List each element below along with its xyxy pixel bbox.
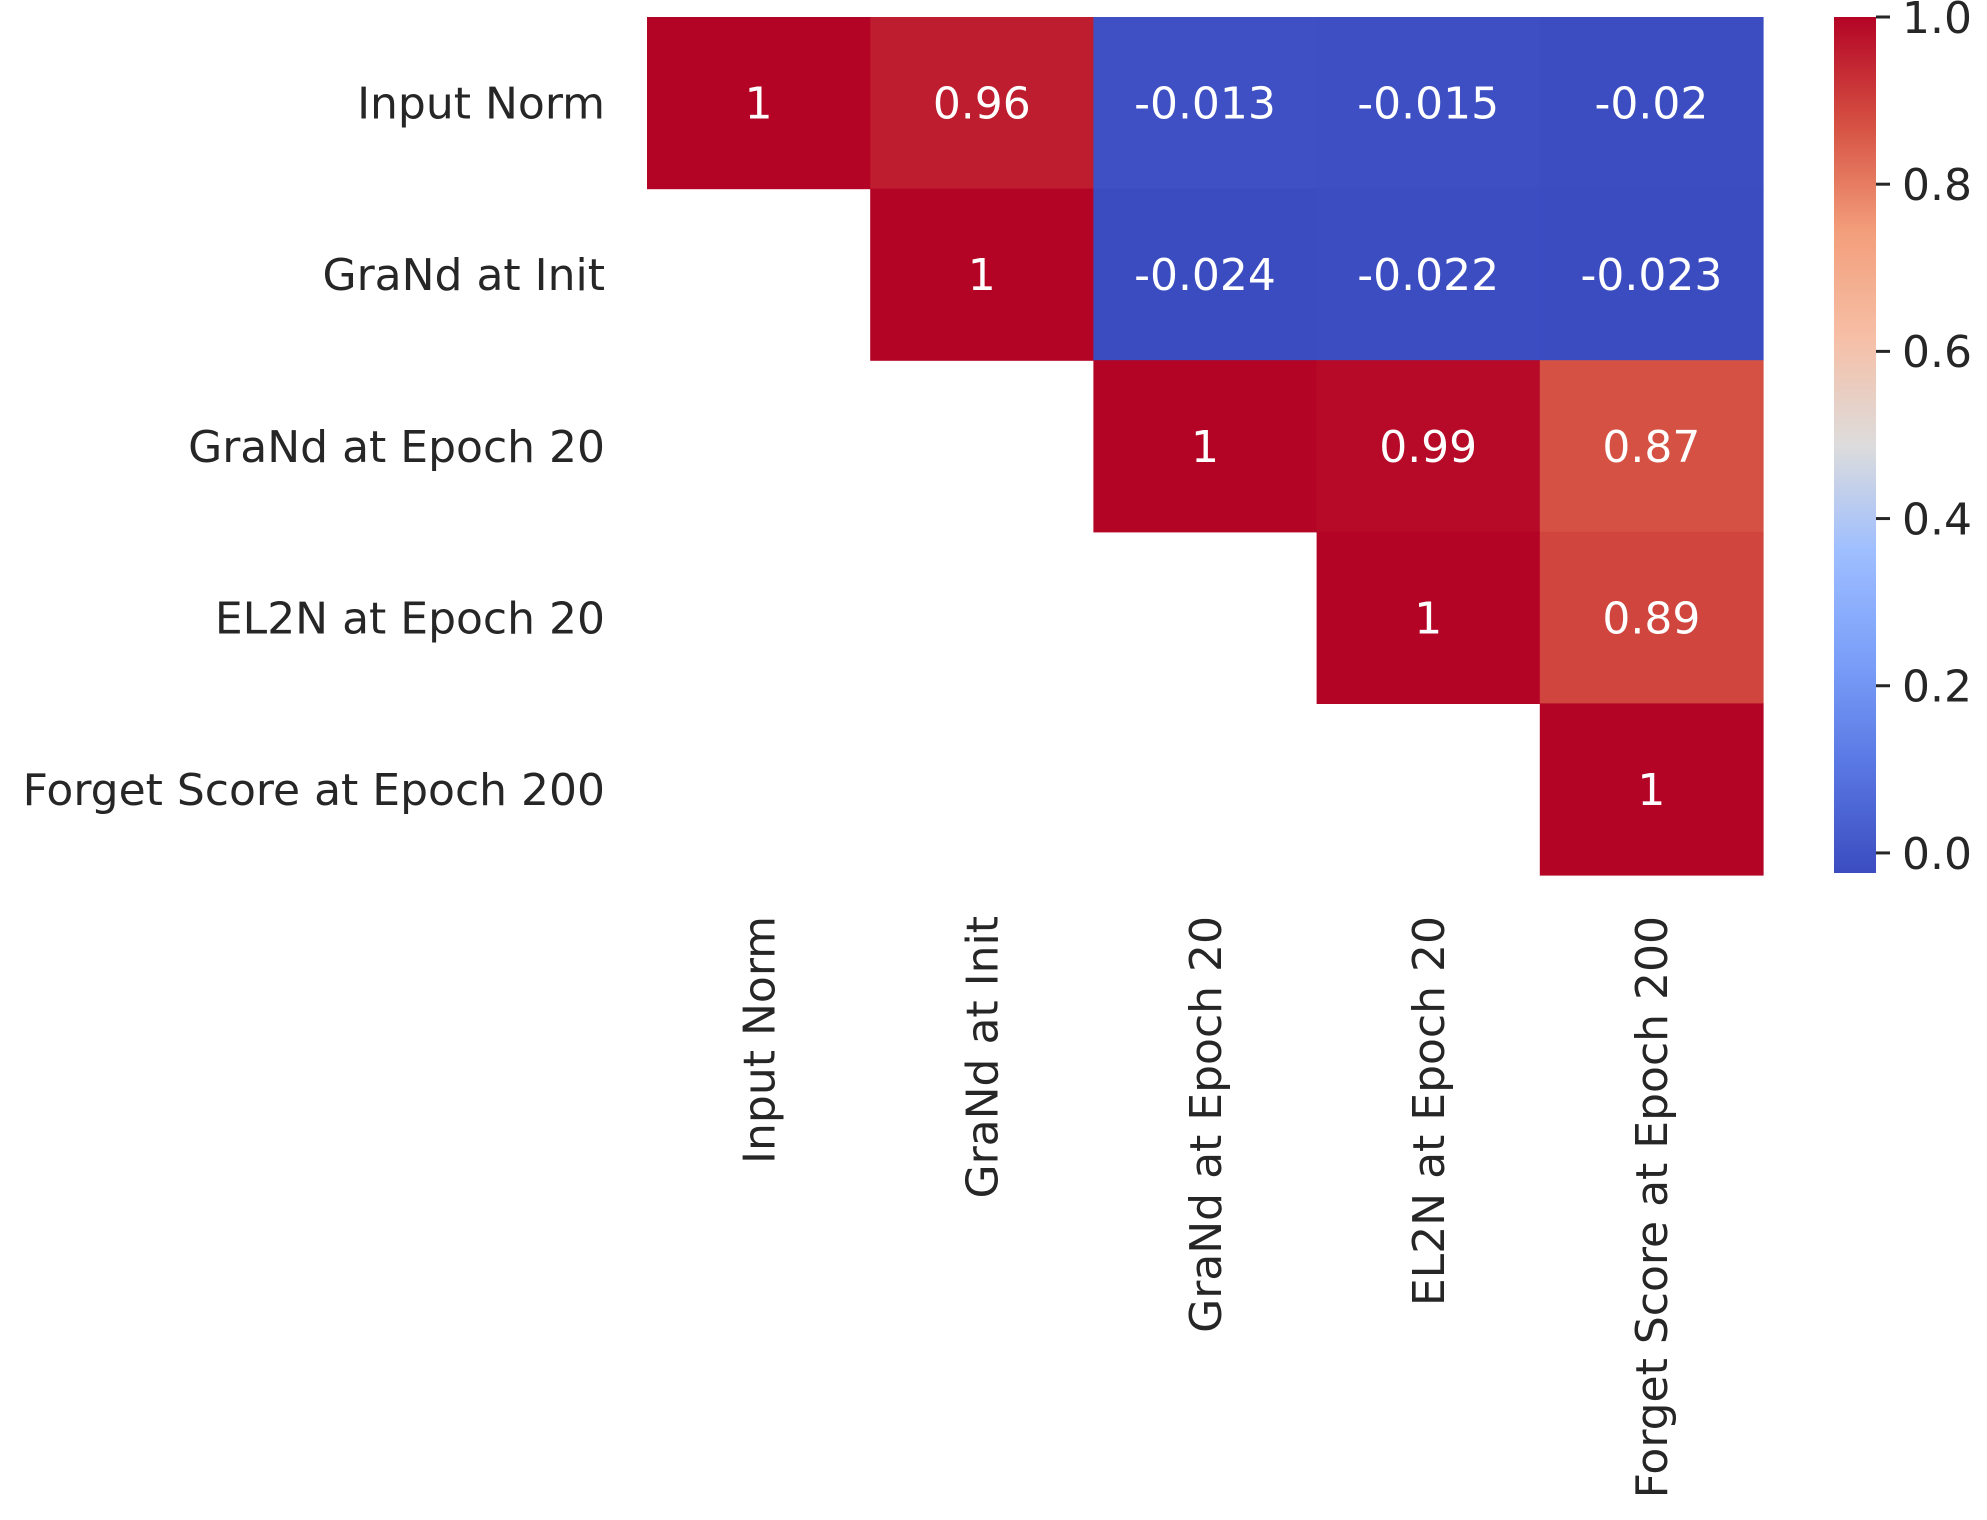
column-label: GraNd at Epoch 20 bbox=[1181, 916, 1232, 1333]
heatmap-cell-r4-c4 bbox=[1539, 703, 1764, 876]
row-labels: Input Norm GraNd at Init GraNd at Epoch 20… bbox=[23, 79, 605, 816]
cell-annotation-r0-c2: -0.013 bbox=[1134, 79, 1276, 130]
cell-annotation-r1-c1: 1 bbox=[968, 250, 996, 301]
heatmap-cell-r1-c2 bbox=[1093, 188, 1318, 361]
cell-annotation-r2-c2: 1 bbox=[1191, 422, 1219, 473]
heatmap-cell-r3-c3 bbox=[1316, 531, 1541, 704]
heatmap-cell-r2-c3 bbox=[1316, 360, 1541, 533]
cell-annotation-r0-c3: -0.015 bbox=[1357, 79, 1499, 130]
heatmap-cells bbox=[647, 17, 1764, 876]
row-label: GraNd at Init bbox=[322, 250, 605, 301]
heatmap-cell-r0-c4 bbox=[1539, 17, 1764, 190]
cell-annotation-r1-c2: -0.024 bbox=[1134, 250, 1276, 301]
cell-annotation-r4-c4: 1 bbox=[1637, 765, 1665, 816]
row-label: Forget Score at Epoch 200 bbox=[23, 765, 605, 816]
heatmap-cell-r1-c3 bbox=[1316, 188, 1541, 361]
cell-annotation-r0-c0: 1 bbox=[745, 79, 773, 130]
column-labels: Input Norm GraNd at Init GraNd at Epoch 20… bbox=[734, 916, 1678, 1498]
column-label: GraNd at Init bbox=[958, 916, 1009, 1199]
heatmap-cell-r2-c2 bbox=[1093, 360, 1318, 533]
heatmap-annotations: 1 0.96 -0.013 -0.015 -0.02 1 -0.024 -0.022 -0.02… bbox=[745, 79, 1723, 816]
cell-annotation-r1-c4: -0.023 bbox=[1580, 250, 1722, 301]
row-label: Input Norm bbox=[357, 79, 605, 130]
cell-annotation-r3-c3: 1 bbox=[1414, 593, 1442, 644]
heatmap-cell-r3-c4 bbox=[1539, 531, 1764, 704]
colorbar: 0.0 0.2 0.4 0.6 0.8 1.0 bbox=[1834, 0, 1972, 880]
heatmap-cell-r0-c1 bbox=[870, 17, 1094, 190]
heatmap-cell-r0-c0 bbox=[647, 17, 871, 190]
column-label: Input Norm bbox=[734, 916, 785, 1164]
heatmap-cell-r0-c3 bbox=[1316, 17, 1541, 190]
cell-annotation-r1-c3: -0.022 bbox=[1357, 250, 1499, 301]
row-label: GraNd at Epoch 20 bbox=[188, 422, 605, 473]
colorbar-tick-label: 1.0 bbox=[1902, 0, 1972, 44]
column-label: Forget Score at Epoch 200 bbox=[1627, 916, 1678, 1498]
colorbar-tick-label: 0.8 bbox=[1902, 160, 1972, 211]
heatmap-cell-r0-c2 bbox=[1093, 17, 1318, 190]
row-label: EL2N at Epoch 20 bbox=[215, 593, 605, 644]
column-label: EL2N at Epoch 20 bbox=[1404, 916, 1455, 1306]
colorbar-tick-label: 0.4 bbox=[1902, 494, 1972, 545]
cell-annotation-r0-c1: 0.96 bbox=[933, 79, 1031, 130]
cell-annotation-r3-c4: 0.89 bbox=[1602, 593, 1700, 644]
colorbar-tick-label: 0.0 bbox=[1902, 829, 1972, 880]
colorbar-tick-label: 0.2 bbox=[1902, 662, 1972, 713]
colorbar-tick-label: 0.6 bbox=[1902, 327, 1972, 378]
cell-annotation-r2-c3: 0.99 bbox=[1379, 422, 1477, 473]
heatmap-cell-r2-c4 bbox=[1539, 360, 1764, 533]
colorbar-gradient bbox=[1834, 17, 1876, 873]
heatmap-cell-r1-c1 bbox=[870, 188, 1094, 361]
heatmap-cell-r1-c4 bbox=[1539, 188, 1764, 361]
cell-annotation-r2-c4: 0.87 bbox=[1602, 422, 1700, 473]
cell-annotation-r0-c4: -0.02 bbox=[1594, 79, 1708, 130]
